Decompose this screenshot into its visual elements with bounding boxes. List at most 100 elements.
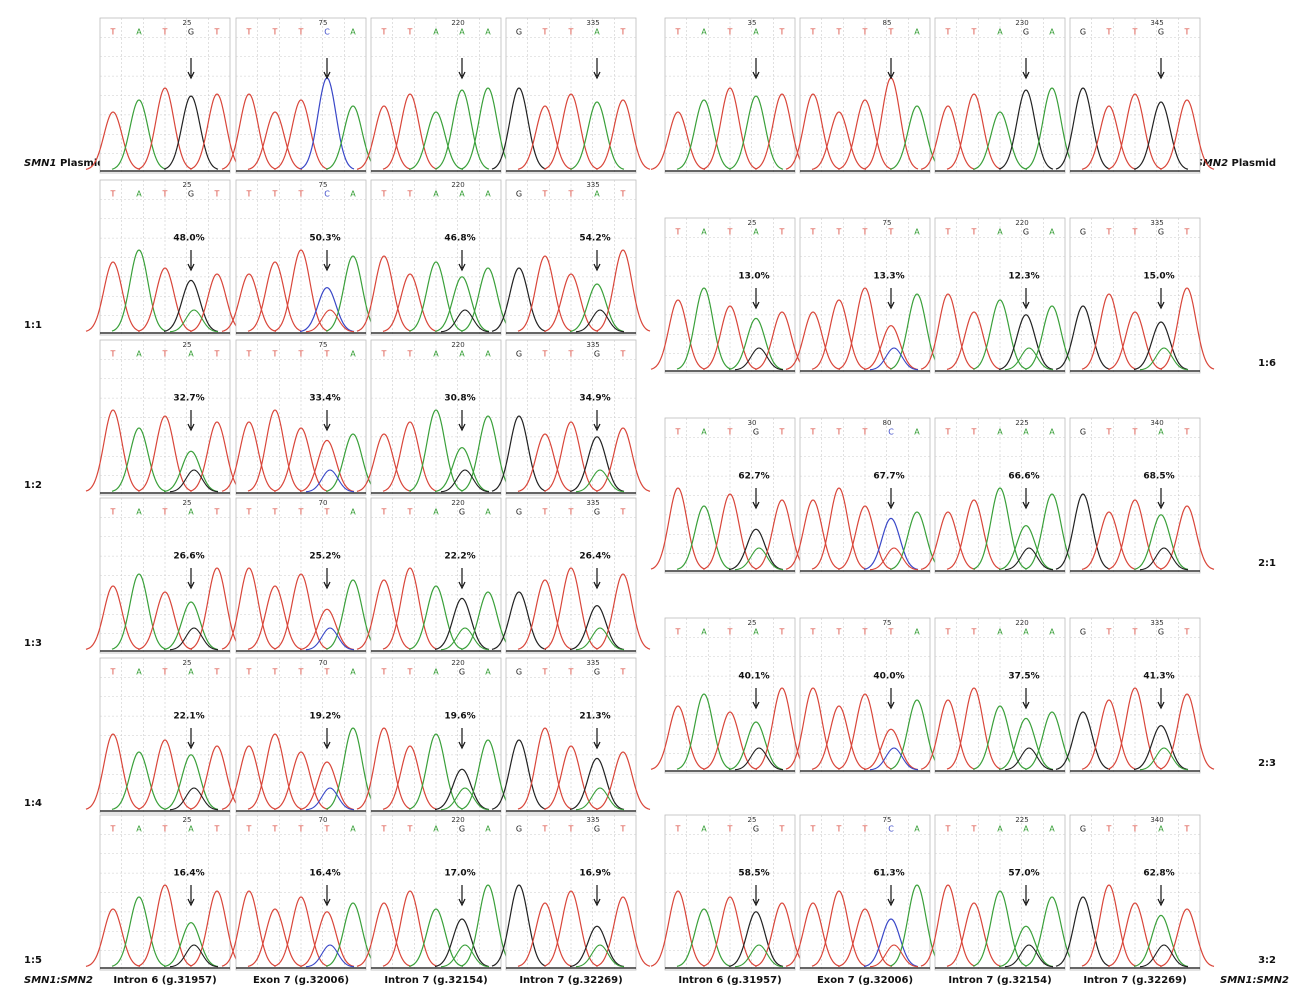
base-call: A [594, 28, 600, 37]
base-call: T [272, 508, 278, 517]
percentage: 62.7% [738, 472, 769, 482]
trace-peak [595, 99, 651, 170]
row-label-text: 2:3 [1258, 758, 1276, 769]
base-call: A [753, 28, 759, 37]
trace-peak [299, 286, 355, 333]
trace-peak [299, 761, 355, 811]
position-number: 220 [451, 659, 464, 667]
base-call: T [620, 190, 626, 199]
percentage: 15.0% [1143, 272, 1174, 282]
arrow-head [1022, 898, 1030, 907]
base-call: T [1132, 628, 1138, 637]
position-number: 70 [319, 816, 328, 824]
base-call: T [568, 668, 574, 677]
base-call: T [246, 508, 252, 517]
base-call: T [214, 668, 220, 677]
trace-peak-minor [305, 309, 355, 333]
column-label: Intron 6 (g.31957) [678, 975, 781, 986]
trace-peak [356, 579, 412, 650]
trace-peak [1081, 293, 1137, 370]
base-call: T [620, 508, 626, 517]
trace-peak [595, 427, 651, 492]
trace-peak-minor [169, 627, 219, 651]
base-call: T [836, 825, 842, 834]
trace-peak [434, 597, 490, 650]
trace-peak [189, 273, 245, 332]
arrow-head [1022, 301, 1030, 310]
chromatogram: 340 G T T A T 62.8% [1055, 814, 1215, 971]
base-call: A [350, 825, 356, 834]
chromatogram: 75T T T T A13.3% [785, 217, 945, 374]
trace-peak [998, 717, 1054, 770]
base-call: T [888, 228, 894, 237]
trace-peak [728, 911, 784, 967]
trace-peak-minor [1004, 347, 1054, 371]
position-number: 70 [319, 659, 328, 667]
trace-peak [569, 757, 625, 810]
arrow-head [323, 581, 331, 590]
base-call: A [914, 628, 920, 637]
base-call: T [836, 428, 842, 437]
base-call: G [459, 825, 465, 834]
trace-peak [356, 727, 412, 810]
base-call: T [110, 508, 116, 517]
trace-peak [1107, 93, 1163, 170]
trace-peak [1055, 711, 1111, 770]
trace-peak [221, 93, 277, 170]
trace-peak [728, 95, 784, 170]
trace-peak [137, 87, 193, 170]
base-call: T [1132, 28, 1138, 37]
trace-peak [299, 608, 355, 651]
base-call: T [862, 628, 868, 637]
base-call: T [272, 190, 278, 199]
trace-peak [920, 105, 976, 170]
chromatogram: 25 T A T G T [85, 17, 245, 174]
trace-peak [382, 93, 438, 170]
arrow-head [1157, 898, 1165, 907]
base-call: T [888, 628, 894, 637]
base-call: T [810, 228, 816, 237]
chromatogram: 25 T A T A T 22.1% [85, 657, 245, 814]
percentage: 25.2% [309, 552, 340, 562]
trace-peak [998, 524, 1054, 571]
trace-peak [543, 567, 599, 650]
arrow-head [1022, 71, 1030, 80]
position-number: 35 [748, 19, 757, 27]
base-call: A [1158, 428, 1164, 437]
trace-peak [163, 450, 219, 493]
row-label: 2:1 [1258, 558, 1276, 569]
chromatogram: 75 T T T C A 50.3% [221, 179, 381, 336]
arrow-head [187, 71, 195, 80]
trace-peak-minor [1139, 547, 1189, 571]
trace-peak [491, 884, 547, 967]
trace-peak [946, 311, 1002, 370]
base-call: T [1106, 428, 1112, 437]
base-call: T [810, 628, 816, 637]
position-number: 225 [1015, 816, 1028, 824]
trace-peak [111, 573, 167, 650]
trace-peak [1133, 724, 1189, 771]
trace-peak [491, 415, 547, 492]
column-label: Intron 7 (g.32269) [1083, 975, 1186, 986]
base-call: T [779, 228, 785, 237]
base-call: T [407, 350, 413, 359]
base-call: A [701, 228, 707, 237]
trace-peak [85, 908, 141, 967]
percentage: 68.5% [1143, 472, 1174, 482]
chromatogram: 225 T T A A A 57.0% [920, 814, 1080, 971]
trace-peak [863, 517, 919, 570]
base-call: T [324, 350, 330, 359]
base-call: T [324, 825, 330, 834]
position-number: 80 [883, 419, 892, 427]
trace-peak [356, 105, 412, 170]
trace-peak [189, 567, 245, 650]
base-call: T [298, 825, 304, 834]
trace-peak [382, 567, 438, 650]
base-call: T [298, 350, 304, 359]
trace-peak-minor [169, 787, 219, 811]
trace-peak [247, 111, 303, 170]
base-call: T [298, 508, 304, 517]
chromatogram: 225 T T A A A 66.6% [920, 417, 1080, 574]
base-call: C [888, 428, 894, 437]
